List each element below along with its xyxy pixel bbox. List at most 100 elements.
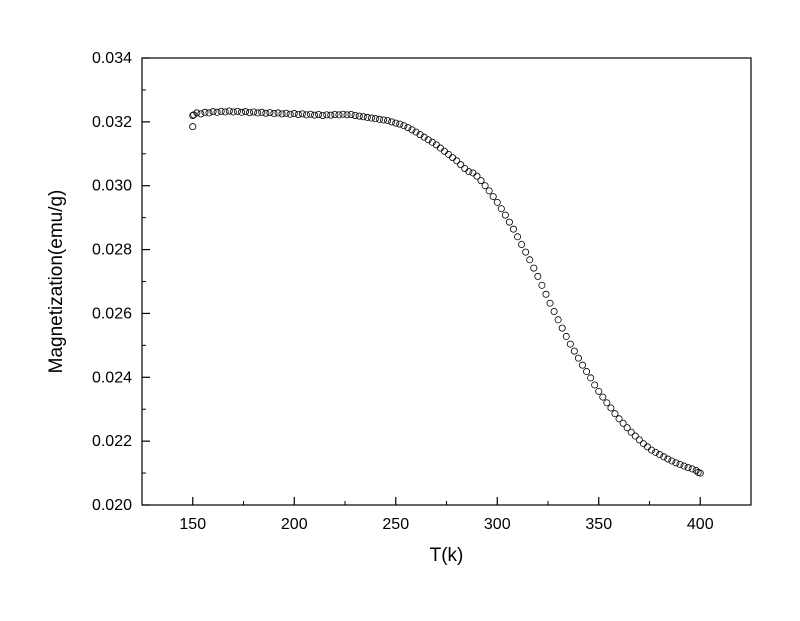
data-point-marker xyxy=(286,110,294,118)
data-point-marker xyxy=(583,368,591,376)
data-point-marker xyxy=(335,111,343,119)
data-point-marker xyxy=(668,457,676,465)
data-point-marker xyxy=(672,459,680,467)
data-point-marker xyxy=(319,111,327,119)
data-point-marker xyxy=(534,272,542,280)
data-point-marker xyxy=(550,308,558,316)
data-point-marker xyxy=(615,415,623,423)
data-point-marker xyxy=(189,123,197,131)
x-axis-title: T(k) xyxy=(430,545,464,566)
data-point-marker xyxy=(233,107,241,115)
data-point-marker xyxy=(607,404,615,412)
data-point-marker xyxy=(457,161,465,169)
data-point-marker xyxy=(648,446,656,454)
data-point-marker xyxy=(408,126,416,134)
data-point-marker xyxy=(363,113,371,121)
data-point-marker xyxy=(514,233,522,241)
data-point-marker xyxy=(278,110,286,118)
data-point-marker xyxy=(635,436,643,444)
data-point-marker xyxy=(205,109,213,117)
data-point-marker xyxy=(481,182,489,190)
y-tick-label: 0.020 xyxy=(92,497,132,514)
data-point-marker xyxy=(270,110,278,118)
data-point-marker xyxy=(680,462,688,470)
data-point-marker xyxy=(546,299,554,307)
data-point-marker xyxy=(619,419,627,427)
data-point-marker xyxy=(465,168,473,176)
data-point-marker xyxy=(526,256,534,264)
x-tick-label: 250 xyxy=(382,516,409,533)
data-point-marker xyxy=(473,172,481,180)
data-point-marker xyxy=(562,332,570,340)
data-point-marker xyxy=(676,460,684,468)
data-point-marker xyxy=(311,111,319,119)
data-point-marker xyxy=(400,122,408,130)
data-point-marker xyxy=(396,120,404,128)
data-point-marker xyxy=(201,108,209,116)
y-tick-label: 0.022 xyxy=(92,433,132,450)
data-point-marker xyxy=(323,111,331,119)
x-tick-label: 350 xyxy=(585,516,612,533)
data-point-marker xyxy=(566,340,574,348)
data-point-marker xyxy=(692,467,700,475)
data-point-marker xyxy=(518,240,526,248)
data-point-marker xyxy=(294,111,302,119)
data-point-marker xyxy=(359,113,367,121)
data-point-marker xyxy=(424,136,432,144)
data-point-marker xyxy=(412,128,420,136)
data-point-marker xyxy=(420,133,428,141)
data-point-marker xyxy=(306,110,314,118)
data-point-marker xyxy=(428,138,436,146)
data-point-marker xyxy=(254,109,262,117)
data-point-marker xyxy=(225,107,233,115)
data-point-marker xyxy=(587,374,595,382)
data-point-marker xyxy=(290,110,298,118)
y-tick-label: 0.030 xyxy=(92,178,132,195)
data-point-marker xyxy=(416,131,424,139)
data-point-marker xyxy=(190,111,198,119)
data-point-marker xyxy=(627,428,635,436)
data-point-marker xyxy=(485,187,493,195)
data-point-marker xyxy=(538,281,546,289)
data-point-marker xyxy=(237,108,245,116)
x-tick-label: 150 xyxy=(179,516,206,533)
data-point-marker xyxy=(343,111,351,119)
data-point-marker xyxy=(266,109,274,117)
y-tick-label: 0.032 xyxy=(92,114,132,131)
data-point-marker xyxy=(197,110,205,118)
data-point-marker xyxy=(209,108,217,116)
data-point-marker xyxy=(274,109,282,117)
data-point-marker xyxy=(250,108,258,116)
data-point-marker xyxy=(298,110,306,118)
data-point-marker xyxy=(371,115,379,123)
data-point-marker xyxy=(242,108,250,116)
data-point-marker xyxy=(501,211,509,219)
data-point-marker xyxy=(660,453,668,461)
data-point-marker xyxy=(380,116,388,124)
data-point-marker xyxy=(505,218,513,226)
data-point-marker xyxy=(453,157,461,165)
x-tick-label: 400 xyxy=(687,516,714,533)
data-point-marker xyxy=(684,464,692,472)
data-point-marker xyxy=(656,451,664,459)
data-point-marker xyxy=(623,424,631,432)
data-point-marker xyxy=(530,264,538,272)
data-point-marker xyxy=(489,193,497,201)
data-point-marker xyxy=(384,117,392,125)
x-tick-label: 200 xyxy=(281,516,308,533)
data-point-marker xyxy=(327,111,335,119)
data-point-marker xyxy=(351,111,359,119)
data-point-marker xyxy=(497,205,505,213)
data-point-marker xyxy=(282,109,290,117)
data-point-marker xyxy=(574,354,582,362)
data-point-marker xyxy=(522,248,530,256)
data-point-marker xyxy=(688,465,696,473)
data-point-marker xyxy=(339,110,347,118)
data-point-marker xyxy=(213,108,221,116)
data-point-marker xyxy=(509,225,517,233)
data-point-marker xyxy=(246,109,254,117)
data-point-marker xyxy=(392,119,400,127)
data-point-marker xyxy=(554,316,562,324)
data-point-marker xyxy=(221,108,229,116)
x-tick-label: 300 xyxy=(484,516,511,533)
